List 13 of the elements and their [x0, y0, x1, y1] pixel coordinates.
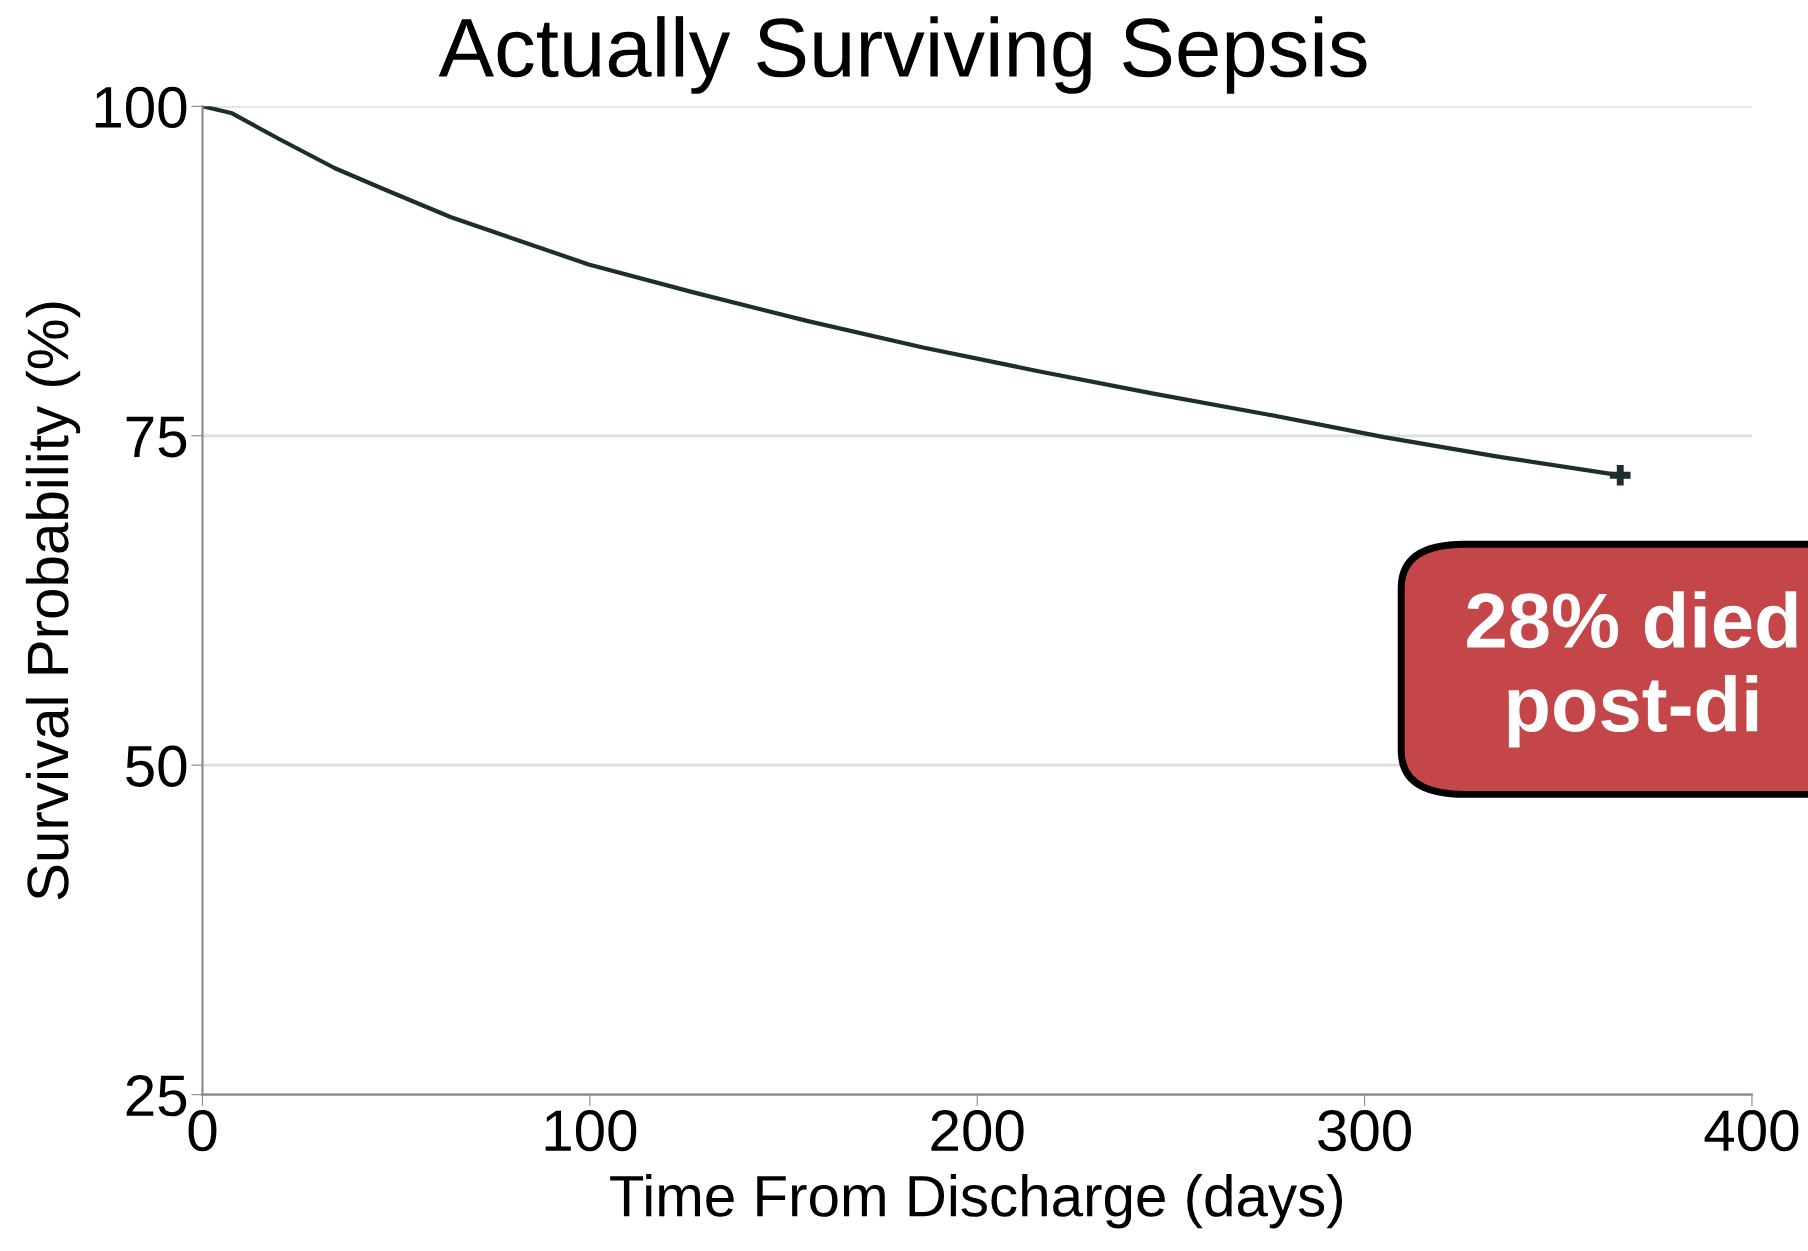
x-tick-label: 100: [545, 1110, 637, 1152]
y-axis-title: Survival Probability (%): [25, 302, 81, 900]
x-tick-label: 300: [1318, 1110, 1411, 1152]
y-tick-label: 50: [126, 745, 187, 787]
chart-title: Actually Surviving Sepsis: [438, 16, 1367, 94]
x-tick-label: 0: [188, 1110, 217, 1152]
annotation: 28% died post-di: [1467, 591, 1797, 748]
x-tick-label: 400: [1704, 1110, 1799, 1152]
y-tick-label: 100: [95, 86, 187, 129]
y-tick-label: 75: [126, 416, 187, 458]
x-tick-label: 200: [931, 1110, 1024, 1152]
x-axis-title: Time From Discharge (days): [610, 1174, 1343, 1229]
y-tick-label: 25: [126, 1075, 187, 1117]
